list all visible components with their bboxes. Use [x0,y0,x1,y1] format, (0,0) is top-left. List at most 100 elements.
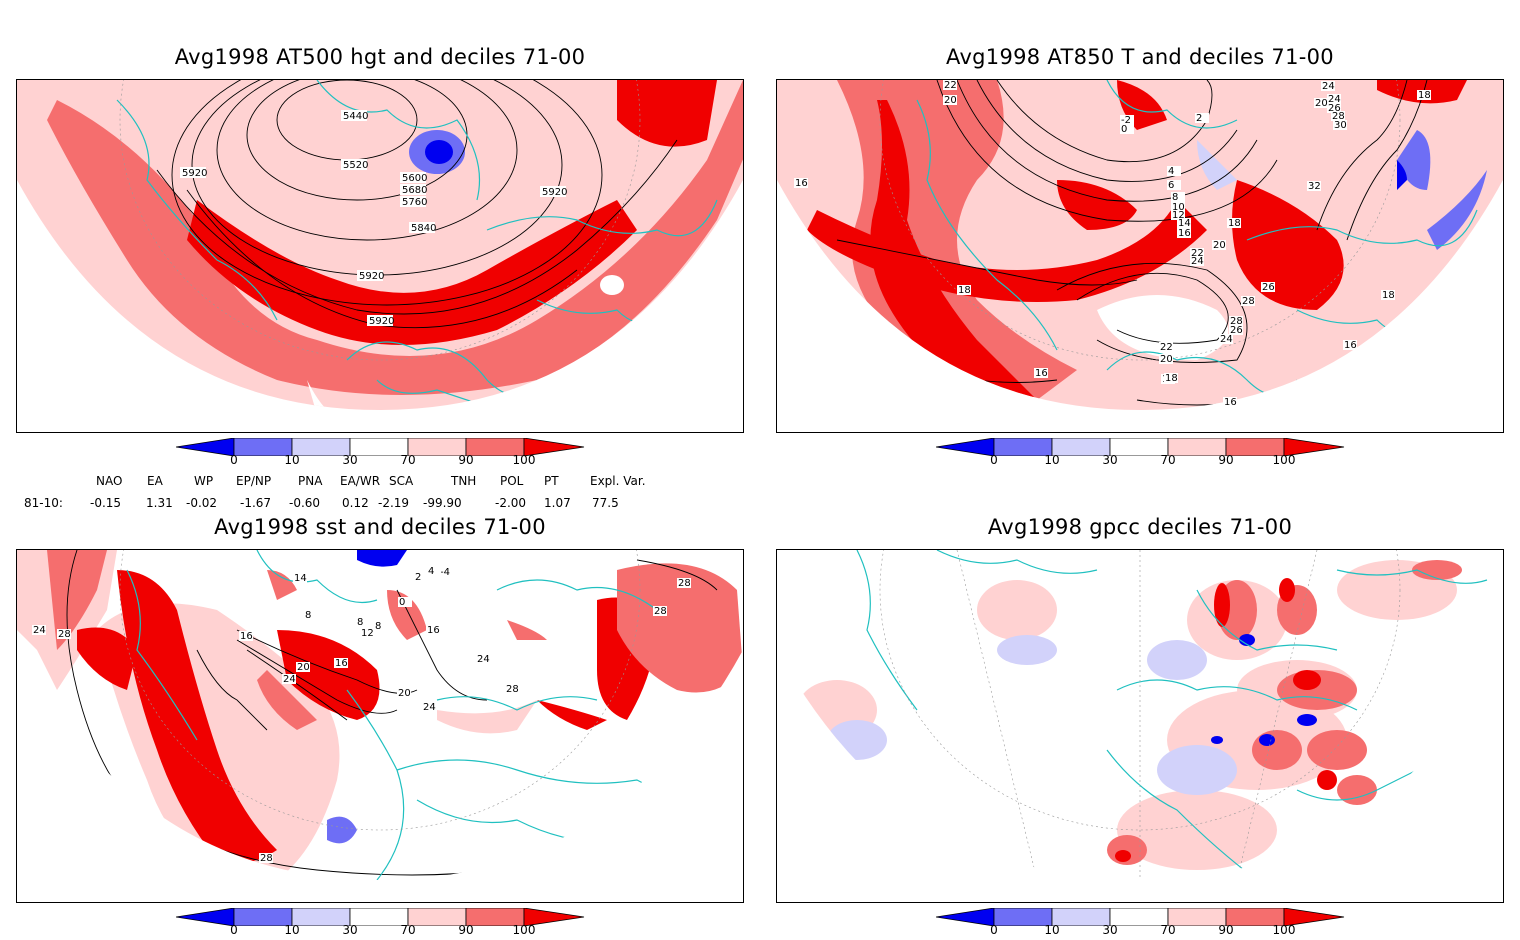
contour-label: 5840 [411,223,436,234]
index-header: EP/NP [236,474,272,488]
contour-label: 24 [1328,94,1341,105]
colorbar-label: 100 [1272,453,1296,467]
contour-label: 24 [33,625,46,636]
index-value: -0.60 [289,496,321,510]
colorbar-label: 0 [990,923,998,937]
colorbar-label: 10 [1044,453,1060,467]
contour-label: 14 [1178,218,1191,229]
colorbar-hgt: 0 10 30 70 90 100 [175,437,586,470]
colorbar-label: 100 [512,923,536,937]
contour-label: 28 [506,684,519,695]
contour-label: 8 [1172,192,1178,203]
contour-label: 26 [1262,282,1275,293]
contour-label: 5440 [343,111,368,122]
colorbar-swatches [175,437,585,457]
contour-label: 14 [294,573,307,584]
contour-label: 28 [1242,296,1255,307]
colorbar-swatches [935,437,1345,457]
colorbar-gpcc: 0 10 30 70 90 100 [935,907,1346,940]
colorbar-label: 90 [458,923,474,937]
contour-label: 5920 [542,187,567,198]
contour-label: 24 [1220,334,1233,345]
contour-label: 5920 [369,316,394,327]
contour-label: 26 [1328,103,1341,114]
colorbar-label: 10 [284,923,300,937]
contour-label: 18 [958,285,971,296]
map-sst-svg: 24 28 16 20 24 16 8 12 8 8 14 2 0 -4 4 2… [17,550,743,880]
panel-title-hgt: Avg1998 AT500 hgt and deciles 71-00 [174,45,586,69]
colorbar-label: 10 [1044,923,1060,937]
index-value: 1.07 [544,496,571,510]
contour-label: 4 [1168,166,1174,177]
contour-label: 8 [305,610,311,621]
index-header: WP [194,474,214,488]
contour-label: 16 [1344,340,1357,351]
colorbar-label: 30 [342,923,358,937]
index-header: TNH [451,474,477,488]
index-header: NAO [96,474,123,488]
contour-label: 0 [1121,124,1127,135]
index-header: PNA [298,474,323,488]
contour-label: 28 [260,853,273,864]
contour-label: 22 [1160,342,1173,353]
colorbar-label: 30 [342,453,358,467]
colorbar-swatches [935,907,1345,927]
colorbar-label: 90 [458,453,474,467]
map-panel-t850: 22 20 16 18 16 -2 0 2 4 6 8 10 12 14 16 … [776,79,1504,433]
contour-label: 32 [1308,181,1321,192]
contour-label: 5920 [359,271,384,282]
map-hgt-svg: 5440 5520 5600 5680 5760 5840 5920 5920 … [17,80,743,410]
colorbar-label: 30 [1102,923,1118,937]
colorbar-label: 70 [1160,923,1176,937]
contour-label: 22 [1191,248,1204,259]
colorbar-t850: 0 10 30 70 90 100 [935,437,1346,470]
panel-title-sst: Avg1998 sst and deciles 71-00 [214,515,546,539]
contour-label: 0 [399,597,405,608]
contour-label: 20 [297,662,310,673]
contour-label: 16 [795,178,808,189]
colorbar-label: 90 [1218,453,1234,467]
contour-label: 24 [283,674,296,685]
colorbar-label: 100 [512,453,536,467]
contour-label: 6 [1168,180,1174,191]
index-header: PT [544,474,559,488]
contour-label: 28 [58,629,71,640]
contour-label: 5680 [402,185,427,196]
contour-label: 20 [1315,98,1328,109]
index-value: -2.00 [495,496,527,510]
panel-title-gpcc: Avg1998 gpcc deciles 71-00 [987,515,1293,539]
index-header: Expl. Var. [590,474,646,488]
colorbar-label: 70 [400,453,416,467]
map-panel-gpcc [776,549,1504,903]
contour-label: 10 [1172,202,1185,213]
contour-label: 18 [1165,373,1178,384]
map-panel-hgt: 5440 5520 5600 5680 5760 5840 5920 5920 … [16,79,744,433]
colorbar-label: 0 [230,923,238,937]
index-value: -99.90 [423,496,462,510]
colorbar-label: 30 [1102,453,1118,467]
contour-label: 28 [678,578,691,589]
contour-label: 16 [1035,368,1048,379]
index-header: EA [147,474,163,488]
index-value: -1.67 [240,496,272,510]
contour-label: 4 [428,566,434,577]
index-header: SCA [389,474,414,488]
contour-label: 8 [375,621,381,632]
contour-label: 8 [357,617,363,628]
contour-label: 24 [1322,81,1335,92]
index-header: EA/WR [340,474,381,488]
contour-label: 2 [1196,113,1202,124]
contour-label: 12 [1172,210,1185,221]
contour-label: 20 [944,95,957,106]
index-value: 77.5 [592,496,619,510]
contour-label: 30 [1334,120,1347,131]
index-row-label: 81-10: [24,496,63,510]
panel-title-t850: Avg1998 AT850 T and deciles 71-00 [946,45,1334,69]
contour-label: 16 [240,631,253,642]
map-gpcc-svg [777,550,1503,880]
contour-label: 5520 [343,160,368,171]
index-header: POL [500,474,524,488]
contour-label: 24 [477,654,490,665]
contour-label: 16 [1224,397,1237,408]
contour-label: 24 [423,702,436,713]
